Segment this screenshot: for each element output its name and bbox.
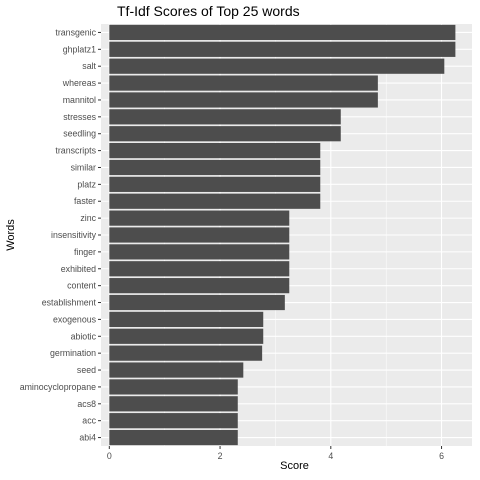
bar-abiotic xyxy=(109,328,264,344)
bar-zinc xyxy=(109,210,290,226)
y-axis-label: Words xyxy=(5,219,17,251)
bar-acs8 xyxy=(109,396,238,412)
y-tick-label: insensitivity xyxy=(51,230,97,240)
y-tick-label: salt xyxy=(82,61,96,71)
bar-finger xyxy=(109,244,290,260)
y-tick-label: acc xyxy=(82,416,96,426)
bar-transgenic xyxy=(109,24,456,41)
y-tick-label: zinc xyxy=(80,213,96,223)
x-tick-label: 6 xyxy=(439,451,444,461)
y-tick-label: transcripts xyxy=(55,146,96,156)
bar-exhibited xyxy=(109,261,290,277)
bars xyxy=(109,24,456,446)
y-tick-label: abi4 xyxy=(79,433,96,443)
y-tick-label: ghplatz1 xyxy=(63,44,96,54)
bar-abi4 xyxy=(109,429,238,446)
y-tick-label: aminocyclopropane xyxy=(20,382,96,392)
x-axis-label: Score xyxy=(280,460,309,472)
x-tick-label: 2 xyxy=(218,451,223,461)
x-axis: 0 2 4 6 xyxy=(107,446,444,461)
y-tick-label: stresses xyxy=(63,112,96,122)
y-tick-label: similar xyxy=(71,162,96,172)
y-tick-label: whereas xyxy=(62,78,97,88)
y-tick-label: germination xyxy=(50,348,96,358)
y-tick-label: abiotic xyxy=(71,331,97,341)
bar-establishment xyxy=(109,294,285,311)
y-tick-label: mannitol xyxy=(63,95,96,105)
bar-acc xyxy=(109,413,238,429)
bar-seed xyxy=(109,362,244,378)
x-tick-label: 0 xyxy=(107,451,112,461)
bar-ghplatz1 xyxy=(109,41,456,57)
bar-germination xyxy=(109,345,263,361)
y-tick-label: finger xyxy=(74,247,96,257)
y-tick-label: platz xyxy=(77,179,96,189)
bar-whereas xyxy=(109,75,378,91)
y-tick-label: exhibited xyxy=(61,264,96,274)
bar-transcripts xyxy=(109,143,321,159)
bar-insensitivity xyxy=(109,227,290,243)
bar-faster xyxy=(109,193,321,209)
bar-seedling xyxy=(109,126,341,142)
bar-salt xyxy=(109,58,445,74)
y-tick-label: acs8 xyxy=(77,399,96,409)
x-tick-label: 4 xyxy=(328,451,333,461)
bar-platz xyxy=(109,176,321,192)
y-tick-label: transgenic xyxy=(55,27,96,37)
bar-mannitol xyxy=(109,92,378,108)
y-tick-label: content xyxy=(67,281,96,291)
bar-aminocyclopropane xyxy=(109,379,238,395)
bar-exogenous xyxy=(109,311,264,327)
bar-similar xyxy=(109,159,321,176)
chart-title: Tf-Idf Scores of Top 25 words xyxy=(117,3,300,19)
bar-stresses xyxy=(109,109,341,125)
y-axis: transgenic ghplatz1 salt whereas mannitol str… xyxy=(20,27,101,443)
y-tick-label: establishment xyxy=(42,298,97,308)
bar-content xyxy=(109,278,290,294)
y-tick-label: seed xyxy=(77,365,96,375)
y-tick-label: exogenous xyxy=(53,314,97,324)
y-tick-label: seedling xyxy=(63,129,96,139)
y-tick-label: faster xyxy=(74,196,96,206)
